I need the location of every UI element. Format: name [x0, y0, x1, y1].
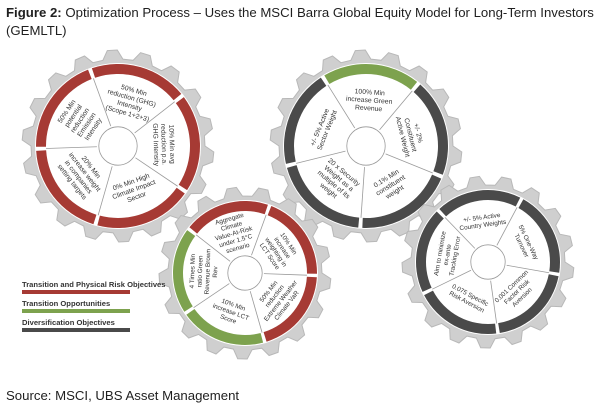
gear-spoke	[379, 90, 413, 131]
gear-segment-ring	[267, 205, 317, 274]
climate-opportunity-gear: AggregateClimateValue-At-Riskunder 1.5°C…	[158, 186, 332, 360]
gear-segment-ring	[263, 276, 317, 342]
gear-spoke	[249, 291, 263, 333]
gear-spoke	[432, 269, 472, 290]
gear-spoke	[444, 217, 476, 249]
gear-hub	[346, 126, 386, 166]
gear-segment-ring	[97, 187, 185, 228]
gear-spoke	[490, 280, 498, 324]
gear-spoke	[385, 153, 433, 174]
gear-spoke	[251, 214, 267, 256]
legend-swatch	[22, 309, 130, 313]
legend-swatch	[22, 328, 130, 332]
gear-segment-ring	[424, 290, 497, 334]
gear-spoke	[97, 166, 113, 216]
gear-spoke	[92, 78, 112, 127]
legend-label: Transition and Physical Risk Objectives	[22, 280, 166, 289]
gear-segment-label: 4 Times Minratio GreenRevenue BrownRev	[189, 248, 220, 295]
gear-segment-ring	[172, 230, 196, 312]
gear-segment-ring	[439, 189, 521, 217]
gear-segment-ring	[498, 274, 559, 334]
figure-caption: Figure 2: Optimization Process – Uses th…	[6, 4, 606, 40]
gear-spoke	[360, 167, 365, 218]
legend-item-transition-opportunities: Transition Opportunities	[22, 299, 172, 313]
legend-swatch	[22, 290, 130, 294]
gear-segment-ring	[362, 174, 442, 228]
figure-label: Figure 2:	[6, 5, 62, 20]
legend-label: Diversification Objectives	[22, 318, 115, 327]
gear-segment-label: 100% Minincrease GreenRevenue	[345, 88, 393, 114]
diversification-gear: +/- 5% ActiveCountry Weights 5% One-WayTu…	[401, 175, 575, 349]
gear-segment-ring	[518, 199, 560, 273]
gear-segment-label: 10% Min avgreduction p.a.GHG Intensity	[151, 123, 175, 167]
gear-segment-ring	[286, 165, 360, 228]
figure-title: Optimization Process – Uses the MSCI Bar…	[6, 5, 594, 38]
legend-item-diversification: Diversification Objectives	[22, 318, 172, 332]
gear-spoke	[195, 234, 231, 262]
constituent-weight-gear: 100% Minincrease GreenRevenue+/- 2%Const…	[269, 49, 463, 243]
gear-segment-ring	[175, 97, 200, 191]
gear-spoke	[135, 157, 178, 187]
gear-spoke	[506, 264, 550, 274]
legend: Transition and Physical Risk Objectives …	[22, 280, 172, 337]
legend-label: Transition Opportunities	[22, 299, 111, 308]
gear-hub	[227, 255, 263, 291]
gear-segment-ring	[413, 84, 448, 175]
gear-segment-ring	[36, 69, 92, 147]
gear-segment-ring	[324, 64, 418, 90]
gear-segment-ring	[36, 150, 97, 225]
gear-segment-label: 50% Minreduction (GHG)Intensity(Scope 1+…	[102, 81, 158, 125]
gear-segment-ring	[284, 77, 327, 164]
legend-item-transition-physical: Transition and Physical Risk Objectives	[22, 280, 172, 294]
gear-spoke	[496, 207, 518, 246]
gear-segment-ring	[91, 64, 182, 101]
gear-segment-ring	[189, 201, 268, 234]
gear-spoke	[193, 283, 230, 309]
source-note: Source: MSCI, UBS Asset Management	[6, 388, 240, 403]
gear-spoke	[263, 273, 307, 276]
gear-segment-ring	[186, 308, 264, 345]
gear-spoke	[46, 146, 97, 149]
gear-spoke	[134, 101, 175, 134]
gear-segment-label: AggregateClimateValue-At-Riskunder 1.5°C…	[210, 210, 258, 257]
gear-segment-label: 50% MinpotentialreductionEmissionIntensi…	[56, 98, 104, 143]
gear-spoke	[296, 150, 346, 164]
gear-hub	[98, 126, 138, 166]
gear-segment-label: +/- 2%ConstituentActive Weight	[394, 112, 426, 158]
gear-spoke	[327, 84, 356, 129]
gear-segment-ring	[415, 211, 444, 292]
transition-physical-gear: 50% Minreduction (GHG)Intensity(Scope 1+…	[21, 49, 215, 243]
gear-hub	[470, 244, 506, 280]
